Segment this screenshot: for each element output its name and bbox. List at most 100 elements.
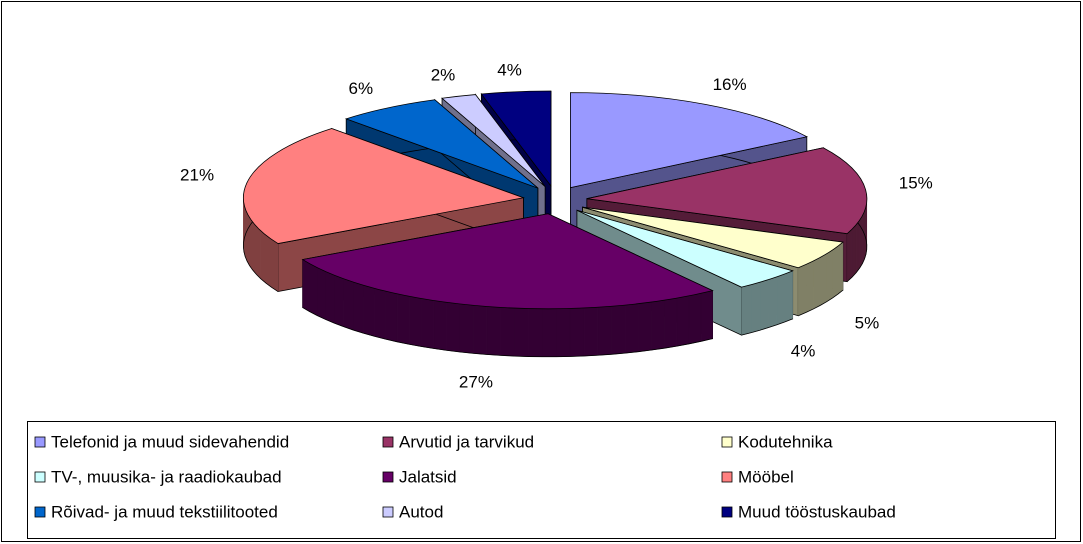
labels: 16% 15% 5% 4% 27% 21% 6% 2% 4% xyxy=(180,60,933,391)
slice-outer-face xyxy=(597,306,612,356)
slice-outer-face xyxy=(421,298,435,349)
slice-top xyxy=(576,209,794,288)
slice-outer-face xyxy=(325,271,335,324)
data-label: 4% xyxy=(791,341,816,360)
slice-outer-face xyxy=(385,290,398,343)
slice-outer-face xyxy=(309,263,318,317)
slice-outer-face xyxy=(569,307,585,357)
slice-outer-face xyxy=(446,302,461,353)
legend-swatch xyxy=(382,436,394,448)
legend-swatch xyxy=(721,471,733,483)
slice-outer-face xyxy=(353,281,364,334)
slice-outer-face xyxy=(459,303,474,354)
slice-outer-face xyxy=(486,306,501,356)
slice-outer-face xyxy=(396,293,410,345)
data-label: 4% xyxy=(497,60,522,79)
legend-swatch xyxy=(382,506,394,518)
slice-outer-face xyxy=(846,228,853,283)
pie-sides xyxy=(243,90,868,358)
slice-top xyxy=(243,128,525,244)
slice-outer-face xyxy=(374,287,386,340)
legend-swatch xyxy=(721,506,733,518)
legend-label: Kodutehnika xyxy=(738,432,833,451)
slice-outer-face xyxy=(826,249,833,303)
slice-outer-face xyxy=(624,303,639,354)
legend-swatch xyxy=(382,471,394,483)
data-label: 27% xyxy=(459,373,493,392)
slice-outer-face xyxy=(271,238,279,293)
slice-side xyxy=(301,213,714,358)
slice-outline xyxy=(741,318,793,336)
data-label: 16% xyxy=(713,75,747,94)
data-label: 15% xyxy=(899,174,933,193)
slice-outer-face xyxy=(343,278,354,331)
slice-outer-face xyxy=(317,267,326,320)
legend-swatch xyxy=(34,436,46,448)
legend-swatch xyxy=(34,506,46,518)
slice-outer-face xyxy=(334,274,344,328)
slice-outer-face xyxy=(408,295,422,347)
slice-outer-face xyxy=(851,224,857,278)
slice-outer-face xyxy=(638,301,652,352)
slice-outer-face xyxy=(363,284,375,337)
slice-outer-face xyxy=(837,241,844,295)
legend-swatch xyxy=(721,436,733,448)
legend-label: Autod xyxy=(399,502,443,521)
data-label: 2% xyxy=(431,65,456,84)
slice-outer-face xyxy=(859,214,863,270)
legend-box xyxy=(27,421,1056,539)
slice-top xyxy=(582,206,844,269)
slice-outer-face xyxy=(583,306,599,357)
slice-outer-face xyxy=(265,234,272,288)
slice-outer-face xyxy=(798,264,807,317)
slice-top xyxy=(570,92,808,189)
slice-outer-face xyxy=(768,276,778,328)
legend-label: Muud tööstuskaubad xyxy=(738,502,896,521)
slice-outer-face xyxy=(750,281,761,334)
legend-label: Rõivad- ja muud tekstiilitooted xyxy=(51,502,278,521)
slice-outer-face xyxy=(246,212,250,266)
slice-outer-face xyxy=(433,300,448,351)
legend-swatch xyxy=(34,471,46,483)
legend-label: TV-, muusika- ja raadiokaubad xyxy=(51,467,282,486)
slice-outer-face xyxy=(260,230,267,284)
slice-outer-face xyxy=(556,308,571,357)
slice-top xyxy=(586,147,868,235)
slice-outer-face xyxy=(820,253,827,306)
slice-outer-face xyxy=(862,210,865,264)
data-label: 21% xyxy=(180,166,214,185)
slice-top xyxy=(301,213,714,310)
slice-outer-face xyxy=(514,307,529,357)
slice-outer-face xyxy=(302,259,310,313)
slice-outer-face xyxy=(700,290,713,342)
legend-label: Telefonid ja muud sidevahendid xyxy=(51,432,289,451)
slice-outer-face xyxy=(256,225,262,280)
slice-outer-face xyxy=(664,297,678,349)
slice-outer-face xyxy=(759,279,769,331)
slice-outline xyxy=(798,289,844,317)
slice-outer-face xyxy=(528,308,543,358)
slice-outer-face xyxy=(688,293,702,345)
slice-outer-face xyxy=(651,299,665,351)
slice-outer-face xyxy=(676,295,690,347)
slice-outer-face xyxy=(813,256,821,310)
slice-outer-face xyxy=(611,304,626,355)
slice-outer-face xyxy=(855,219,860,274)
slice-outer-face xyxy=(784,270,793,323)
slice-outer-face xyxy=(832,245,839,299)
slice-outer-face xyxy=(252,221,257,276)
legend-label: Arvutid ja tarvikud xyxy=(399,432,534,451)
slice-top xyxy=(344,99,539,189)
slice-outer-face xyxy=(741,284,752,336)
slice-outer-face xyxy=(473,305,488,355)
slice-top xyxy=(441,94,546,187)
slice-outer-face xyxy=(542,308,557,358)
data-label: 6% xyxy=(349,79,374,98)
legend-label: Jalatsid xyxy=(399,467,457,486)
legend-label: Mööbel xyxy=(738,467,794,486)
slice-top xyxy=(480,90,552,188)
slice-outline xyxy=(302,307,713,358)
slice-outer-face xyxy=(776,273,786,326)
